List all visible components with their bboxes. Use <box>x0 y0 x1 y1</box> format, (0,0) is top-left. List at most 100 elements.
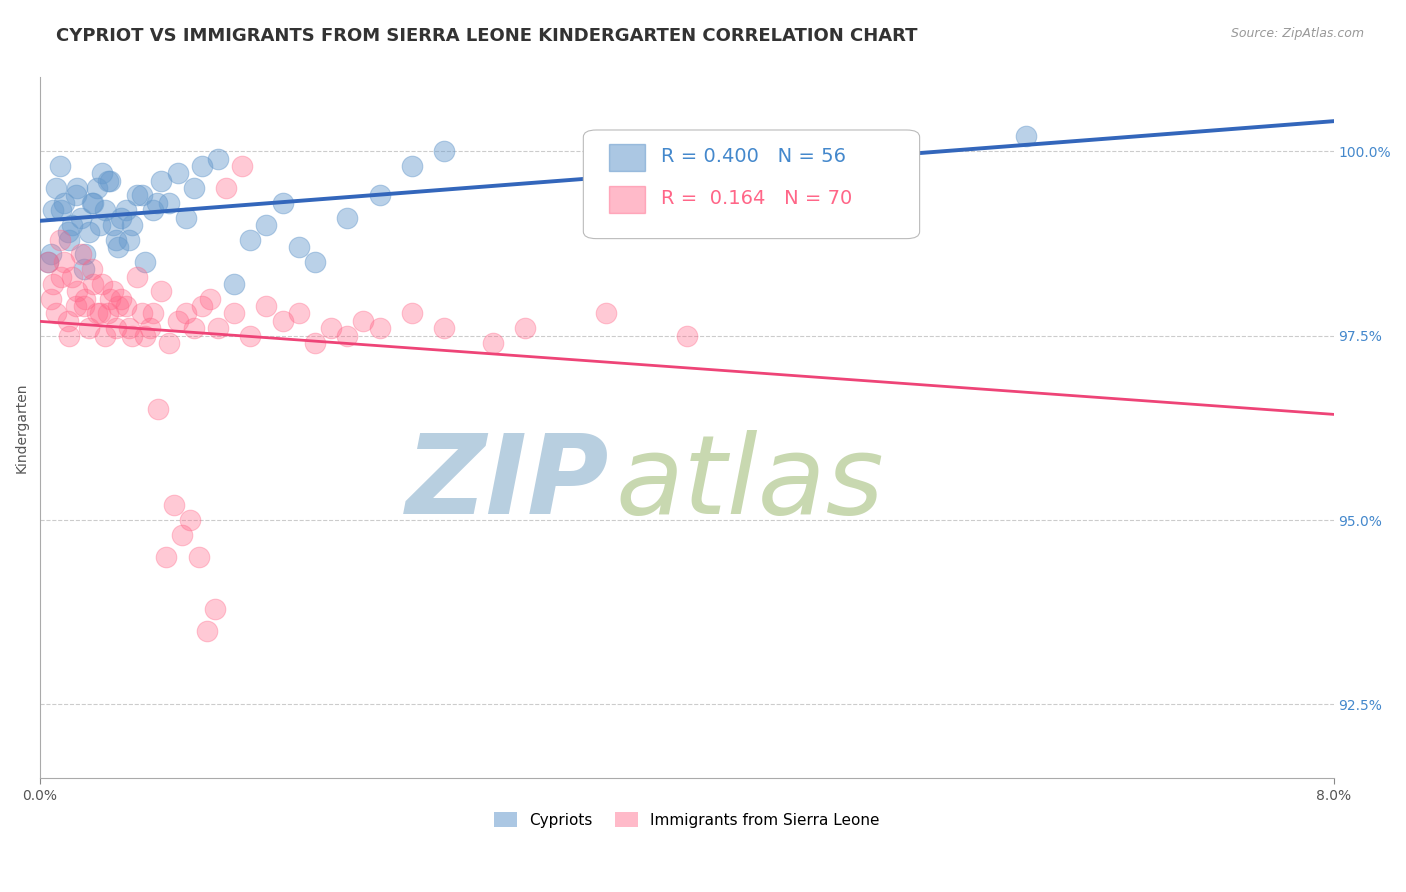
Text: CYPRIOT VS IMMIGRANTS FROM SIERRA LEONE KINDERGARTEN CORRELATION CHART: CYPRIOT VS IMMIGRANTS FROM SIERRA LEONE … <box>56 27 918 45</box>
Point <box>513 321 536 335</box>
Y-axis label: Kindergarten: Kindergarten <box>15 383 30 473</box>
Point <box>172 528 194 542</box>
Point <box>256 218 278 232</box>
Text: atlas: atlas <box>616 431 884 537</box>
Point <box>174 306 197 320</box>
Point <box>336 328 359 343</box>
Point <box>336 211 359 225</box>
Point <box>150 174 173 188</box>
Point <box>105 233 128 247</box>
Point <box>65 188 87 202</box>
Point <box>89 218 111 232</box>
FancyBboxPatch shape <box>583 130 920 239</box>
Point <box>121 328 143 343</box>
Point <box>65 299 87 313</box>
Point <box>191 299 214 313</box>
Point <box>207 152 229 166</box>
Text: R =  0.164   N = 70: R = 0.164 N = 70 <box>661 189 852 208</box>
Point <box>675 328 697 343</box>
Point <box>86 181 108 195</box>
Point <box>166 314 188 328</box>
Point <box>101 218 124 232</box>
Point <box>204 601 226 615</box>
Point <box>114 203 136 218</box>
Point <box>42 203 65 218</box>
Legend: Cypriots, Immigrants from Sierra Leone: Cypriots, Immigrants from Sierra Leone <box>488 805 886 834</box>
Point <box>58 328 80 343</box>
Point <box>288 240 311 254</box>
Point <box>150 285 173 299</box>
Point <box>131 188 153 202</box>
Point <box>75 247 97 261</box>
Bar <box>609 186 645 212</box>
Point <box>256 299 278 313</box>
Point <box>97 174 120 188</box>
Point <box>86 306 108 320</box>
Point <box>239 328 262 343</box>
Point <box>66 181 89 195</box>
Point <box>77 225 100 239</box>
Point <box>90 277 112 291</box>
Point <box>163 498 186 512</box>
Point <box>134 328 156 343</box>
Point <box>187 549 209 564</box>
Point <box>118 321 141 335</box>
Point <box>145 195 167 210</box>
Point <box>110 292 132 306</box>
Point <box>58 233 80 247</box>
Point <box>481 336 503 351</box>
Point <box>127 269 149 284</box>
Point <box>37 255 59 269</box>
Point <box>80 195 103 210</box>
Point <box>75 292 97 306</box>
Point <box>224 306 246 320</box>
Point <box>94 203 117 218</box>
Point <box>94 328 117 343</box>
Point <box>90 166 112 180</box>
Point <box>368 188 391 202</box>
Point <box>368 321 391 335</box>
Point <box>146 402 169 417</box>
Point <box>80 262 103 277</box>
Point <box>77 321 100 335</box>
Point <box>239 233 262 247</box>
Point <box>321 321 343 335</box>
Point <box>179 513 201 527</box>
Point <box>304 336 326 351</box>
Point <box>215 181 238 195</box>
Point <box>231 159 253 173</box>
Point <box>756 159 779 173</box>
Point <box>433 321 456 335</box>
Point <box>62 218 84 232</box>
Point <box>89 306 111 320</box>
Point <box>198 292 221 306</box>
Point <box>82 277 104 291</box>
Point <box>224 277 246 291</box>
Point <box>97 306 120 320</box>
Point <box>45 306 67 320</box>
Point <box>49 203 72 218</box>
Point <box>53 255 76 269</box>
Point <box>62 269 84 284</box>
Point <box>271 314 294 328</box>
Point <box>159 195 181 210</box>
Point <box>110 211 132 225</box>
Point <box>353 314 375 328</box>
Point <box>127 188 149 202</box>
Point <box>139 321 162 335</box>
Point <box>114 299 136 313</box>
Point <box>183 181 205 195</box>
Point <box>56 314 79 328</box>
Point <box>41 247 63 261</box>
Point <box>155 549 177 564</box>
Point <box>49 269 72 284</box>
Point <box>401 306 423 320</box>
Point <box>183 321 205 335</box>
Point <box>142 203 165 218</box>
Point <box>433 145 456 159</box>
Point <box>288 306 311 320</box>
Point <box>595 306 617 320</box>
Point <box>869 145 891 159</box>
Point <box>159 336 181 351</box>
Point <box>69 247 91 261</box>
